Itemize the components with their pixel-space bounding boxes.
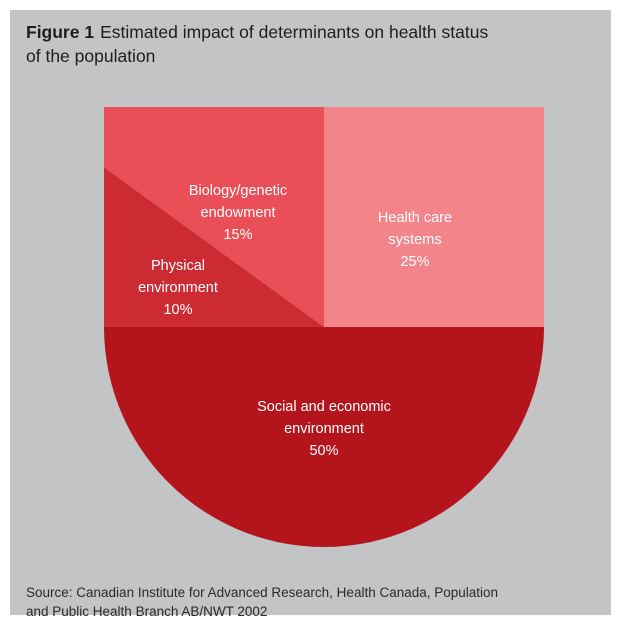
source-line-2: and Public Health Branch AB/NWT 2002: [26, 604, 268, 619]
pie-label-physical-environment: Physical environment 10%: [138, 258, 218, 318]
pie-category-label: Social and economic: [257, 399, 391, 415]
pie-category-label: systems: [388, 232, 441, 248]
pie-value-label: 25%: [400, 254, 429, 270]
figure-title: Figure 1 Estimated impact of determinants…: [26, 20, 586, 68]
figure-title-line-2: of the population: [26, 46, 156, 66]
pie-label-social-economic-environment: Social and economic environment 50%: [257, 399, 391, 459]
pie-slice-social-economic-environment: [104, 327, 544, 547]
pie-label-health-care-systems: Health care systems 25%: [378, 210, 452, 270]
pie-category-label: endowment: [201, 205, 276, 221]
pie-category-label: Physical: [151, 258, 205, 274]
pie-label-biology-genetic-endowment: Biology/genetic endowment 15%: [189, 183, 287, 243]
pie-category-label: environment: [138, 280, 218, 296]
pie-slice-health-care-systems: [324, 107, 544, 327]
pie-value-label: 10%: [163, 302, 192, 318]
pie-value-label: 50%: [309, 443, 338, 459]
pie-category-label: Biology/genetic: [189, 183, 287, 199]
figure-number: Figure 1: [26, 22, 95, 42]
figure-title-line-1: Estimated impact of determinants on heal…: [100, 22, 489, 42]
source-line-1: Source: Canadian Institute for Advanced …: [26, 585, 499, 600]
pie-category-label: environment: [284, 421, 364, 437]
pie-value-label: 15%: [223, 227, 252, 243]
pie-slice-biology-genetic-endowment: [104, 107, 324, 327]
pie-category-label: Health care: [378, 210, 452, 226]
source-note: Source: Canadian Institute for Advanced …: [26, 583, 601, 621]
